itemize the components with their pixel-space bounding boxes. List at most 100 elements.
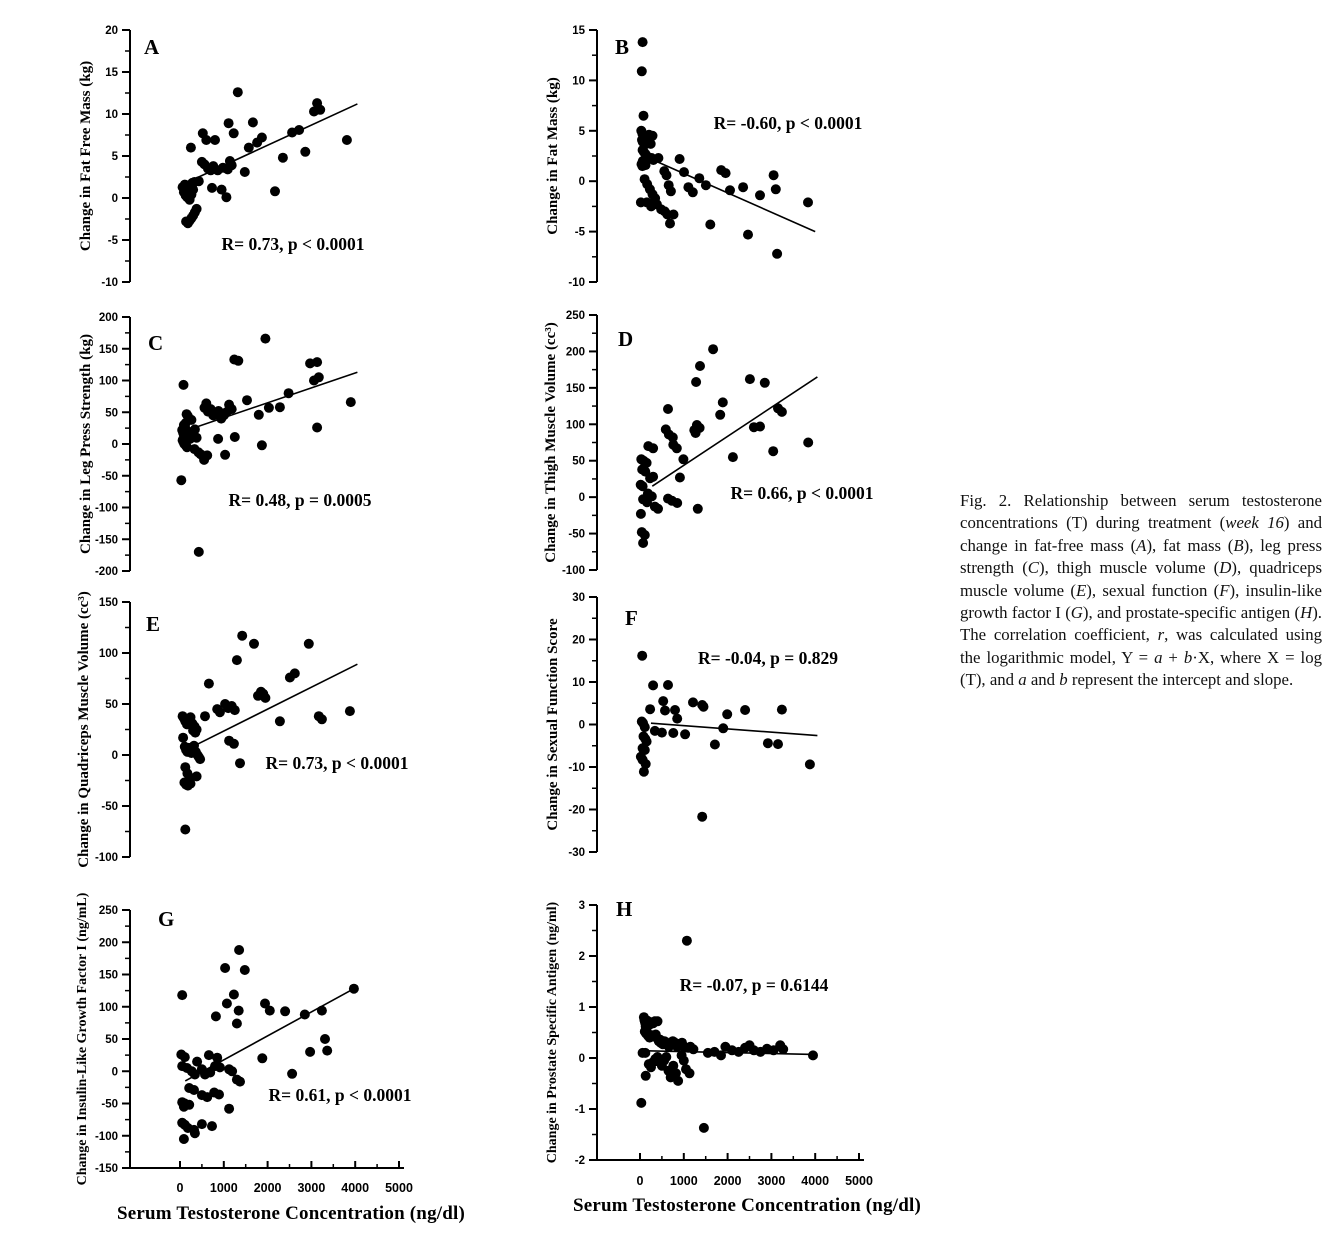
data-point [718,723,729,734]
y-tick-label: 10 [105,109,118,121]
data-point [214,1089,224,1100]
y-axis-title: Change in Fat Mass (kg) [545,77,561,235]
data-point [638,538,649,548]
data-point [656,727,667,738]
y-axis-title: Change in Insulin-Like Growth Factor I (… [75,892,90,1185]
y-tick-label: 150 [99,344,118,356]
data-point [637,481,648,492]
data-point [186,414,197,425]
data-point [192,1056,203,1067]
data-point [740,705,751,715]
data-point [681,935,692,946]
data-point [303,638,314,649]
data-point [214,707,225,718]
y-tick-label: 0 [112,439,118,451]
x-tick-label: 4000 [341,1181,369,1195]
x-tick-label: 5000 [385,1181,413,1195]
data-point [270,186,280,197]
data-point [193,546,204,557]
plot-svg-G: 250 200 150 100 50 0 -50 -100 -150 0 1000 2000 3000 4… [75,892,413,1195]
data-point [638,110,649,121]
data-point [203,1050,214,1061]
y-tick-label: 20 [572,635,585,647]
data-point [648,471,659,482]
caption-italic-fragment: b [1059,670,1068,690]
caption-text-fragment: + [1162,647,1184,667]
data-point [638,766,649,777]
data-point [199,454,210,465]
caption-text-fragment: ), insulin-like growth factor I ( [960,580,1322,623]
y-tick-label: 20 [105,25,118,37]
data-point [755,190,765,201]
y-tick-label: -10 [568,277,585,289]
data-point [768,170,779,181]
y-tick-label: -100 [562,565,585,577]
data-point [178,379,189,390]
data-point [221,192,232,203]
caption-text-fragment: ), fat mass ( [1146,535,1234,555]
data-point [207,182,217,193]
data-point [256,440,267,451]
data-point [233,1005,244,1016]
correlation-annotation: R= -0.04, p = 0.829 [698,648,838,668]
x-tick-label: 2000 [714,1174,742,1188]
scatter-plot-C: 200 150 100 50 0 -50 -100 -150 -200 Change in Leg… [60,300,530,590]
data-point [773,739,783,750]
data-point [639,530,650,540]
data-point [287,1068,298,1079]
data-point [249,638,259,649]
data-point [189,1085,199,1095]
y-axis-title: Change in Quadriceps Muscle Volume (cc³) [76,591,92,868]
panel-letter: D [618,327,633,351]
data-point [227,1066,238,1077]
data-point [808,1050,818,1061]
y-tick-label: -50 [568,529,585,541]
x-tick-label: 0 [177,1181,184,1195]
y-tick-label: 5 [112,151,119,163]
caption-italic-fragment: a [1154,647,1163,667]
data-point [294,125,305,135]
data-point [224,1103,235,1114]
x-tick-label: 5000 [845,1174,873,1188]
data-point [274,402,285,413]
data-point [658,696,669,707]
regression-line [650,158,816,233]
data-point [212,1052,223,1063]
caption-italic-fragment: F [1219,580,1230,600]
y-tick-label: -150 [95,534,118,546]
data-point [229,432,240,442]
data-point [184,1099,195,1110]
data-point [709,739,720,750]
data-point [762,738,773,749]
y-tick-label: 0 [579,176,585,188]
data-point [778,1044,789,1055]
data-point [190,727,201,738]
x-tick-label: 1000 [670,1174,698,1188]
y-tick-label: -50 [101,801,118,813]
y-tick-label: 200 [99,312,118,324]
caption-text-fragment: ·X, where X = log (T), and [960,647,1322,690]
data-point [312,422,323,433]
regression-line [191,663,358,748]
data-point [725,185,735,196]
panel-letter: B [615,35,629,59]
data-point [668,209,679,220]
data-point [235,1076,245,1087]
caption-italic-fragment: week 16 [1225,513,1284,533]
data-point [226,160,237,171]
data-point [210,1011,221,1022]
y-tick-label: 0 [579,1053,585,1065]
y-axis-title: Change in Fat Free Mass (kg) [78,61,94,251]
caption-italic-fragment: B [1233,535,1244,555]
data-point [185,142,196,153]
data-point [234,945,245,955]
caption-text-fragment: ). The correlation coefficient, [960,603,1322,645]
caption-text-fragment: ), thigh muscle volume ( [1039,558,1220,578]
data-point [637,161,648,172]
data-point [694,422,705,433]
data-point [648,680,659,691]
data-point [315,104,326,115]
y-tick-label: 50 [105,1034,118,1046]
y-tick-label: -30 [568,847,585,859]
data-point [256,132,267,143]
